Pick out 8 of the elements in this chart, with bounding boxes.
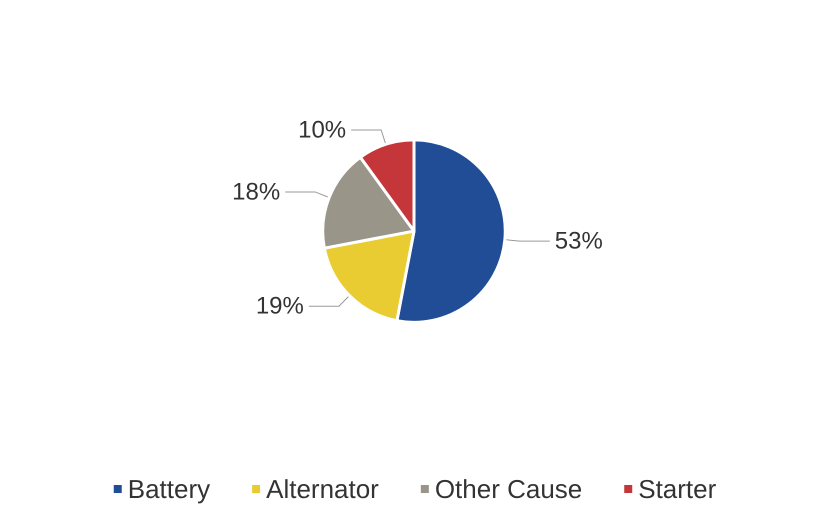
data-label: 18%	[232, 178, 280, 206]
legend-label: Alternator	[266, 474, 380, 504]
data-label: 19%	[256, 292, 304, 320]
data-label: 53%	[554, 228, 603, 255]
legend-label: Starter	[638, 474, 717, 504]
data-label: 10%	[298, 116, 346, 144]
legend-label: Battery	[128, 474, 210, 504]
legend-label: Other Cause	[434, 474, 582, 504]
